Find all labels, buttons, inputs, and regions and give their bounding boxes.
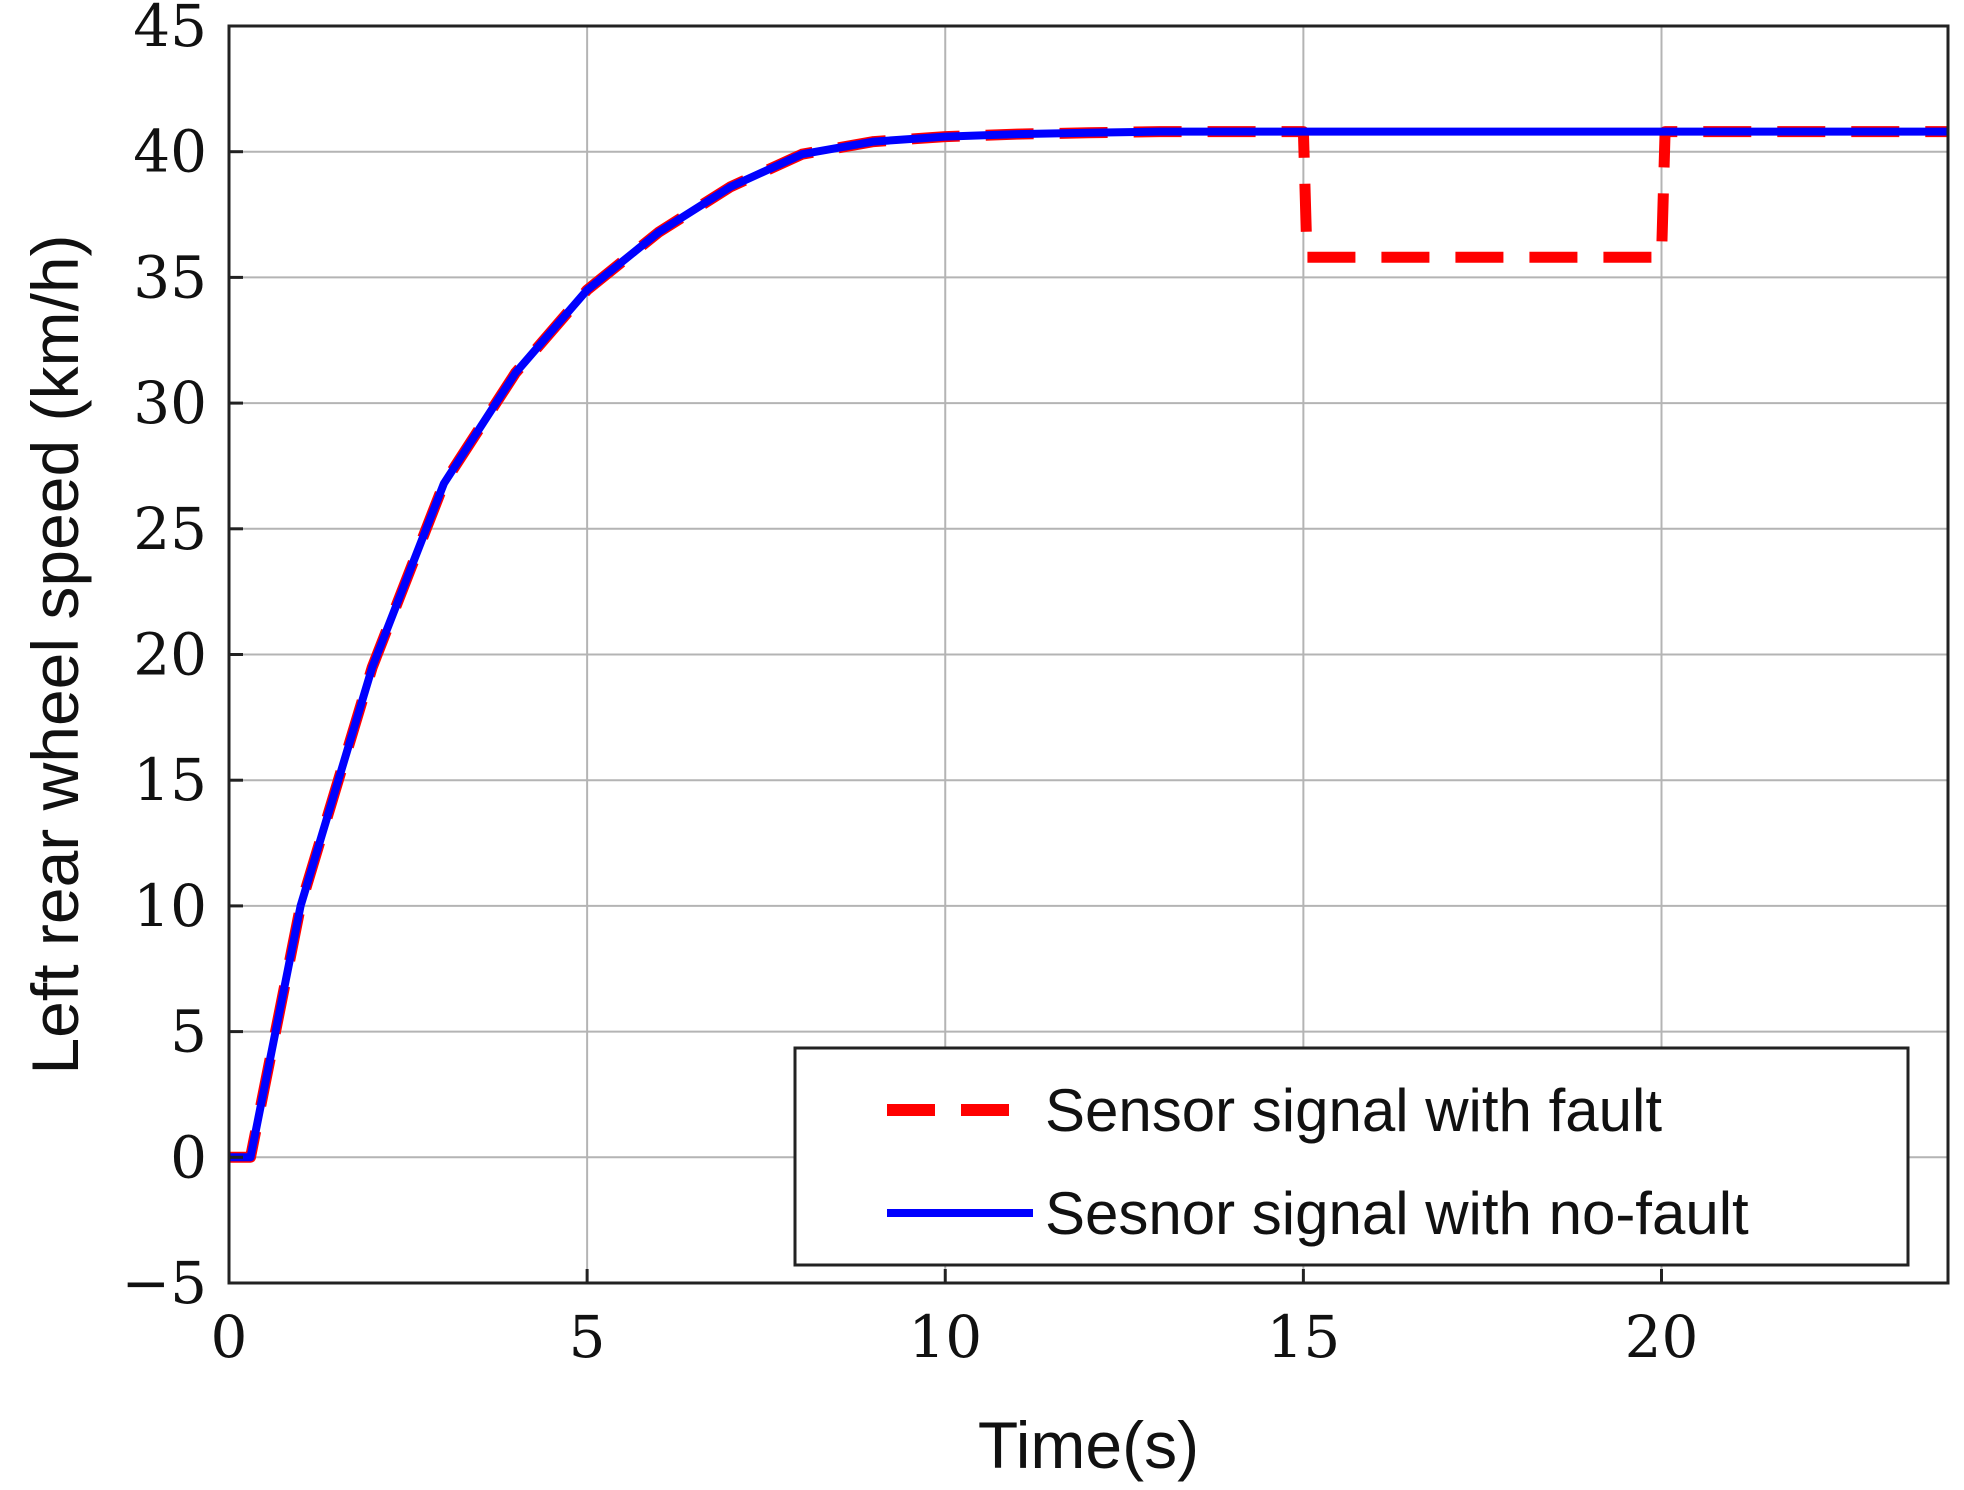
series-fault-line — [229, 126, 1948, 1163]
x-tick-label: 15 — [1266, 1303, 1340, 1371]
series-no-fault-line — [229, 127, 1948, 1162]
x-tick-label: 10 — [908, 1303, 982, 1371]
x-tick-label: 5 — [569, 1303, 606, 1371]
y-tick-label: −5 — [122, 1249, 208, 1317]
legend-label-fault: Sensor signal with fault — [1045, 1077, 1662, 1144]
legend: Sensor signal with fault Sesnor signal w… — [793, 1046, 1910, 1267]
y-tick-label: 35 — [133, 243, 207, 311]
y-tick-label: 25 — [133, 495, 207, 563]
y-tick-label: 30 — [133, 369, 207, 437]
legend-label-no-fault: Sesnor signal with no-fault — [1045, 1180, 1749, 1247]
y-tick-label: 5 — [170, 998, 207, 1066]
x-axis-label: Time(s) — [978, 1408, 1199, 1482]
legend-box — [793, 1046, 1910, 1267]
y-axis-ticks: −5 0 5 10 15 20 25 30 35 40 45 — [122, 0, 243, 1317]
y-tick-label: 10 — [133, 872, 207, 940]
y-axis-label: Left rear wheel speed (km/h) — [18, 234, 92, 1074]
y-tick-label: 0 — [170, 1123, 207, 1191]
x-tick-label: 0 — [211, 1303, 248, 1371]
y-tick-label: 20 — [133, 621, 207, 689]
x-tick-label: 20 — [1625, 1303, 1699, 1371]
y-tick-label: 40 — [133, 118, 207, 186]
y-tick-label: 15 — [133, 746, 207, 814]
plot-series — [229, 126, 1948, 1163]
y-tick-label: 45 — [133, 0, 207, 60]
x-axis-ticks: 0 5 10 15 20 — [211, 1269, 1699, 1371]
